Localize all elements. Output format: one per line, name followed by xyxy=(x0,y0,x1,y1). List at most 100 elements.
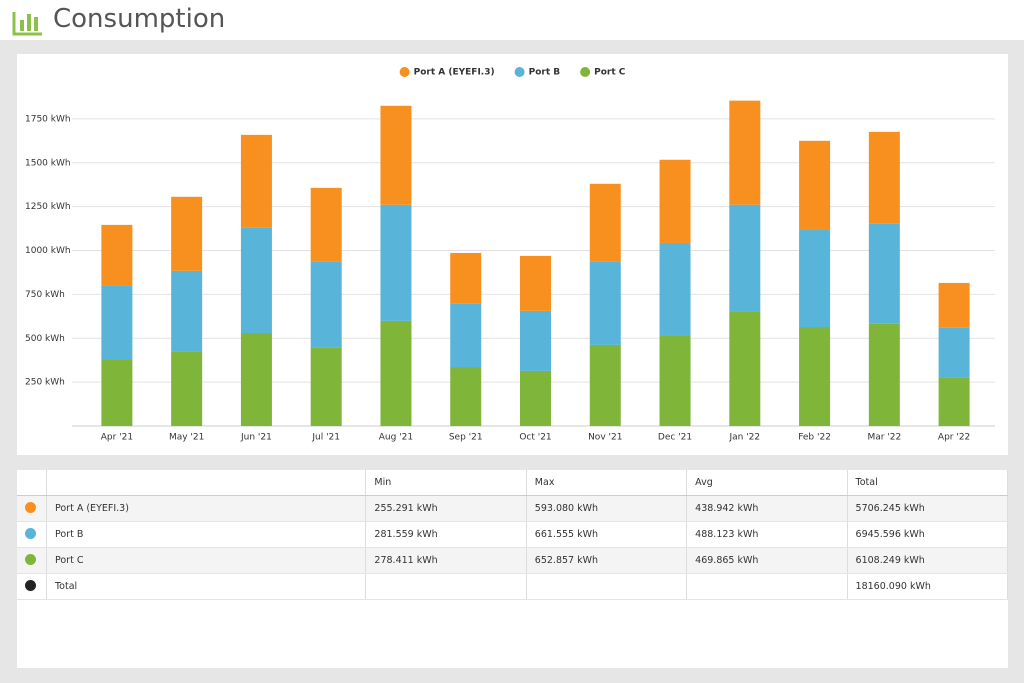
table-row: Port A (EYEFI.3) 255.291 kWh 593.080 kWh 43… xyxy=(17,495,1009,522)
value-cell: 255.291 kWh xyxy=(365,495,527,522)
value-cell: 469.865 kWh xyxy=(686,547,848,574)
empty-cell xyxy=(526,573,688,600)
legend-marker xyxy=(580,67,591,77)
row-name: Port B xyxy=(46,521,367,548)
table-row: Total 18160.090 kWh xyxy=(17,573,1009,600)
bar-segment xyxy=(380,105,412,205)
chart: 250 kWh 500 kWh 750 kWh 1000 kWh 1250 kWh 150… xyxy=(17,54,1008,455)
x-tick-label: Nov '21 xyxy=(588,433,622,443)
series-dot xyxy=(25,527,36,539)
series-dot xyxy=(25,553,36,565)
y-tick-label: 250 kWh xyxy=(25,378,65,388)
value-cell: 593.080 kWh xyxy=(526,495,688,522)
bar-segment xyxy=(171,196,203,271)
bar-segment xyxy=(450,367,482,426)
y-tick-label: 500 kWh xyxy=(25,334,65,344)
legend-marker xyxy=(514,67,525,77)
row-name: Port C xyxy=(46,547,367,574)
y-tick-label: 750 kWh xyxy=(25,290,65,300)
value-cell: 6108.249 kWh xyxy=(847,547,1009,574)
x-tick-label: Jul '21 xyxy=(311,433,340,443)
bar-segment xyxy=(380,320,412,426)
bar-segment xyxy=(799,140,831,230)
bar-segment xyxy=(659,242,691,336)
bar-segment xyxy=(938,377,970,426)
column-header: Total xyxy=(847,470,1009,496)
bar-segment xyxy=(380,204,412,321)
header: Consumption xyxy=(0,0,1024,40)
value-cell: 281.559 kWh xyxy=(365,521,527,548)
bar-segment xyxy=(450,252,482,304)
bar-segment xyxy=(310,347,342,426)
value-cell: 661.555 kWh xyxy=(526,521,688,548)
bar-segment xyxy=(799,327,831,426)
empty-cell xyxy=(686,573,848,600)
legend-label: Port A (EYEFI.3) xyxy=(414,68,495,78)
x-tick-label: May '21 xyxy=(169,433,204,443)
legend: Port A (EYEFI.3) Port B Port C xyxy=(399,67,626,78)
y-tick-label: 1750 kWh xyxy=(25,114,71,124)
bar-segment xyxy=(520,370,551,426)
x-tick-label: Sep '21 xyxy=(449,433,483,443)
column-header: Max xyxy=(526,470,688,496)
y-tick-label: 1500 kWh xyxy=(25,158,71,168)
column-header: Avg xyxy=(686,470,848,496)
bar-segment xyxy=(868,223,900,324)
legend-label: Port C xyxy=(594,68,626,78)
bar-segment xyxy=(729,311,761,426)
bar-segment xyxy=(171,351,203,426)
x-tick-label: Aug '21 xyxy=(379,433,413,443)
row-name: Total xyxy=(46,573,367,600)
bar-segment xyxy=(589,261,621,345)
x-tick-label: Jun '21 xyxy=(240,433,272,443)
bar-segment xyxy=(310,187,342,262)
row-name: Port A (EYEFI.3) xyxy=(46,495,367,522)
bar-segment xyxy=(729,204,761,312)
column-header: Min xyxy=(365,470,527,496)
x-tick-label: Apr '21 xyxy=(101,433,133,443)
bar-segment xyxy=(101,285,133,361)
color-cell xyxy=(17,547,47,574)
bar-segment xyxy=(589,183,621,262)
value-cell: 5706.245 kWh xyxy=(847,495,1009,522)
value-cell: 6945.596 kWh xyxy=(847,521,1009,548)
bar-segment xyxy=(938,282,970,328)
bar-segment xyxy=(101,360,133,426)
header-icon xyxy=(12,12,42,36)
bar-segment xyxy=(450,303,482,368)
bar-segment xyxy=(520,255,551,311)
value-cell: 278.411 kWh xyxy=(365,547,527,574)
x-tick-label: Apr '22 xyxy=(938,433,970,443)
bar-segment xyxy=(240,227,272,333)
value-cell: 488.123 kWh xyxy=(686,521,848,548)
summary-table: Min Max Avg Total Port A (EYEFI.3) 255.291 kW… xyxy=(17,470,1009,668)
table-row: Port B 281.559 kWh 661.555 kWh 488.123 kWh 6… xyxy=(17,521,1009,548)
x-tick-label: Feb '22 xyxy=(798,433,831,443)
bar-segment xyxy=(938,327,970,378)
header-cell xyxy=(46,470,367,496)
table: Min Max Avg Total Port A (EYEFI.3) 255.291 kW… xyxy=(17,470,1009,600)
x-tick-label: Dec '21 xyxy=(658,433,692,443)
table-row: Port C 278.411 kWh 652.857 kWh 469.865 kWh 6… xyxy=(17,547,1009,574)
bar-segment xyxy=(240,134,272,228)
y-tick-label: 1000 kWh xyxy=(25,246,71,256)
bar-segment xyxy=(310,261,342,348)
bar-segment xyxy=(868,323,900,426)
series-dot xyxy=(25,501,36,513)
series-dot xyxy=(25,579,36,591)
bar-segment xyxy=(520,310,551,371)
page-title: Consumption xyxy=(53,4,226,34)
bar-segment xyxy=(659,335,691,426)
bar-segment xyxy=(729,100,761,205)
value-cell: 652.857 kWh xyxy=(526,547,688,574)
bar-segment xyxy=(240,332,272,426)
bar-segment xyxy=(171,270,203,352)
legend-label: Port B xyxy=(529,68,561,78)
legend-marker xyxy=(399,67,410,77)
value-cell: 18160.090 kWh xyxy=(847,573,1009,600)
bar-segment xyxy=(799,229,831,328)
x-tick-label: Oct '21 xyxy=(519,433,551,443)
value-cell: 438.942 kWh xyxy=(686,495,848,522)
header-cell xyxy=(17,470,47,496)
